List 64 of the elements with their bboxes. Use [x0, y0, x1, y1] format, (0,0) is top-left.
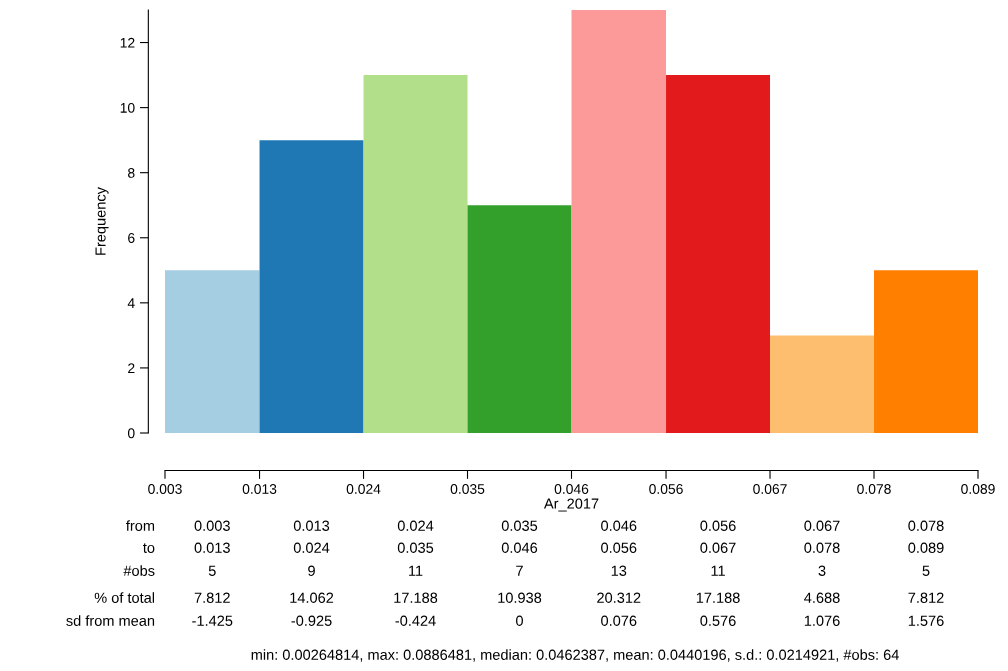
text: 4.688: [804, 592, 840, 603]
text: sd from mean: [66, 615, 155, 626]
x-tick-label: 0.056: [649, 484, 683, 494]
x-tick-label: 0.067: [753, 484, 787, 494]
y-tick-label: 2: [128, 363, 135, 373]
text: 0.067: [700, 542, 736, 553]
x-tick-label: 0.078: [857, 484, 891, 494]
text: min: 0.00264814, max: 0.0886481, median: 0.0462387, mean: 0.0440196, s.d.: 0.0214921, #obs: 64: [251, 649, 899, 662]
text: 5: [922, 565, 930, 576]
text: 5: [208, 565, 216, 576]
text: 0.576: [700, 615, 736, 626]
text: 0.078: [908, 520, 944, 531]
text: 0.089: [908, 542, 944, 553]
text: 0.003: [194, 520, 230, 531]
text: 0: [516, 615, 523, 626]
text: from: [126, 520, 155, 531]
text: -1.425: [192, 615, 233, 626]
text: 0.067: [804, 520, 840, 531]
text: 10.938: [498, 592, 542, 603]
x-tick-label: 0.003: [148, 484, 182, 494]
text: 0.076: [601, 615, 637, 626]
x-tick-label: 0.089: [961, 484, 995, 494]
text: 0.035: [397, 542, 434, 553]
y-tick-label: 6: [128, 233, 135, 243]
x-axis-title: Ar_2017: [543, 498, 599, 512]
y-tick-label: 10: [120, 102, 135, 113]
text: 7.812: [908, 592, 944, 603]
text: to: [143, 543, 155, 553]
y-tick-label: 0: [127, 428, 135, 439]
text: 0.078: [804, 542, 840, 553]
text: 17.188: [394, 592, 438, 603]
text: #obs: [123, 565, 155, 576]
y-tick-label: 12: [120, 37, 135, 48]
x-tick-label: 0.013: [242, 484, 277, 494]
text: 1.076: [804, 615, 840, 626]
text: % of total: [94, 592, 155, 603]
text: -0.925: [291, 615, 332, 626]
text: 0.013: [293, 520, 330, 531]
text: 0.046: [601, 520, 637, 531]
x-tick-label: 0.024: [346, 484, 381, 494]
text: 13: [611, 565, 627, 576]
text: 0.013: [194, 542, 230, 553]
text: 20.312: [597, 592, 641, 603]
y-tick-label: 4: [127, 298, 135, 308]
x-tick-label: 0.035: [450, 484, 485, 494]
text: 0.024: [397, 520, 434, 531]
text: 0.024: [293, 542, 330, 553]
text: 14.062: [290, 592, 334, 603]
text: 0.046: [501, 542, 538, 553]
text: 3: [818, 565, 826, 576]
text: 11: [409, 565, 423, 576]
text: 17.188: [696, 592, 740, 603]
y-tick-label: 8: [128, 168, 135, 178]
text: 0.056: [601, 542, 637, 553]
text: 1.576: [908, 615, 944, 626]
text: -0.424: [395, 615, 436, 626]
y-axis-title: Frequency: [95, 187, 109, 255]
text: 7: [516, 565, 523, 576]
text: 0.056: [700, 520, 736, 531]
text: 7.812: [194, 592, 230, 603]
text: 9: [308, 565, 315, 576]
x-tick-label: 0.046: [554, 484, 589, 494]
text: 0.035: [501, 520, 538, 531]
text: 11: [711, 565, 725, 576]
